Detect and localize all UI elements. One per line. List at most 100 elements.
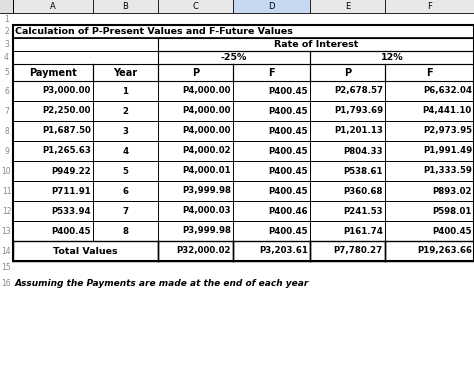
Text: P598.01: P598.01 bbox=[433, 207, 472, 216]
Text: 15: 15 bbox=[2, 262, 11, 271]
Bar bbox=[233, 81, 310, 101]
Bar bbox=[93, 51, 158, 64]
Bar bbox=[13, 221, 93, 241]
Text: P711.91: P711.91 bbox=[51, 187, 91, 196]
Text: 13: 13 bbox=[2, 227, 11, 236]
Bar bbox=[310, 221, 385, 241]
Text: -25%: -25% bbox=[221, 53, 247, 62]
Text: 8: 8 bbox=[4, 127, 9, 135]
Bar bbox=[93, 161, 158, 181]
Text: P400.45: P400.45 bbox=[268, 167, 308, 176]
Text: P400.45: P400.45 bbox=[268, 147, 308, 155]
Bar bbox=[385, 201, 474, 221]
Text: P400.45: P400.45 bbox=[432, 227, 472, 236]
Text: P2,250.00: P2,250.00 bbox=[43, 106, 91, 115]
Text: 8: 8 bbox=[122, 227, 128, 236]
Bar bbox=[13, 38, 93, 51]
Bar bbox=[158, 121, 233, 141]
Bar bbox=[93, 38, 158, 51]
Bar bbox=[233, 121, 310, 141]
Text: 4: 4 bbox=[4, 53, 9, 62]
Bar bbox=[310, 81, 385, 101]
Text: P4,441.10: P4,441.10 bbox=[423, 106, 472, 115]
Text: F: F bbox=[268, 67, 275, 78]
Text: P3,999.98: P3,999.98 bbox=[182, 187, 231, 196]
Text: P2,678.57: P2,678.57 bbox=[334, 86, 383, 95]
Bar bbox=[310, 101, 385, 121]
Text: Assuming the Payments are made at the end of each year: Assuming the Payments are made at the en… bbox=[15, 279, 310, 288]
Bar bbox=[0, 0, 13, 13]
Bar bbox=[385, 81, 474, 101]
Text: Total Values: Total Values bbox=[53, 247, 118, 256]
Bar bbox=[158, 81, 233, 101]
Bar bbox=[233, 181, 310, 201]
Text: P400.45: P400.45 bbox=[268, 127, 308, 135]
Text: 3: 3 bbox=[4, 40, 9, 49]
Text: P4,000.02: P4,000.02 bbox=[182, 147, 231, 155]
Text: 7: 7 bbox=[4, 106, 9, 115]
Text: 6: 6 bbox=[122, 187, 128, 196]
Bar bbox=[158, 201, 233, 221]
Bar bbox=[310, 0, 385, 13]
Text: Year: Year bbox=[113, 67, 137, 78]
Text: P4,000.03: P4,000.03 bbox=[182, 207, 231, 216]
Text: 7: 7 bbox=[122, 207, 128, 216]
Bar bbox=[385, 161, 474, 181]
Bar bbox=[233, 141, 310, 161]
Bar bbox=[158, 101, 233, 121]
Text: P32,000.02: P32,000.02 bbox=[176, 247, 231, 256]
Bar bbox=[13, 25, 474, 261]
Bar bbox=[13, 181, 93, 201]
Text: 1: 1 bbox=[122, 86, 128, 95]
Text: P400.45: P400.45 bbox=[52, 227, 91, 236]
Bar bbox=[158, 221, 233, 241]
Bar bbox=[233, 0, 310, 13]
Text: P1,991.49: P1,991.49 bbox=[423, 147, 472, 155]
Bar bbox=[158, 51, 310, 64]
Text: P241.53: P241.53 bbox=[343, 207, 383, 216]
Bar bbox=[93, 221, 158, 241]
Text: 1: 1 bbox=[4, 14, 9, 23]
Bar bbox=[13, 64, 93, 81]
Text: P804.33: P804.33 bbox=[343, 147, 383, 155]
Text: P1,793.69: P1,793.69 bbox=[334, 106, 383, 115]
Bar bbox=[13, 81, 93, 101]
Bar bbox=[233, 221, 310, 241]
Text: F: F bbox=[426, 67, 433, 78]
Text: P400.45: P400.45 bbox=[268, 86, 308, 95]
Bar bbox=[233, 161, 310, 181]
Text: P3,000.00: P3,000.00 bbox=[43, 86, 91, 95]
Bar bbox=[93, 201, 158, 221]
Bar bbox=[310, 141, 385, 161]
Text: 6: 6 bbox=[4, 86, 9, 95]
Bar bbox=[233, 201, 310, 221]
Text: 5: 5 bbox=[4, 68, 9, 77]
Text: P400.46: P400.46 bbox=[268, 207, 308, 216]
Text: 2: 2 bbox=[4, 27, 9, 36]
Bar bbox=[158, 64, 233, 81]
Text: P4,000.00: P4,000.00 bbox=[182, 127, 231, 135]
Text: P1,201.13: P1,201.13 bbox=[334, 127, 383, 135]
Bar bbox=[13, 0, 93, 13]
Bar bbox=[13, 161, 93, 181]
Text: Payment: Payment bbox=[29, 67, 77, 78]
Bar bbox=[233, 101, 310, 121]
Text: Calculation of P-Present Values and F-Future Values: Calculation of P-Present Values and F-Fu… bbox=[16, 27, 293, 36]
Text: P: P bbox=[192, 67, 199, 78]
Text: P161.74: P161.74 bbox=[343, 227, 383, 236]
Bar bbox=[13, 121, 93, 141]
Text: P949.22: P949.22 bbox=[51, 167, 91, 176]
Text: P19,263.66: P19,263.66 bbox=[417, 247, 472, 256]
Bar bbox=[13, 141, 93, 161]
Bar bbox=[93, 121, 158, 141]
Bar bbox=[93, 81, 158, 101]
Bar bbox=[13, 241, 158, 261]
Text: P4,000.01: P4,000.01 bbox=[182, 167, 231, 176]
Bar bbox=[233, 241, 310, 261]
Text: P538.61: P538.61 bbox=[344, 167, 383, 176]
Bar bbox=[93, 0, 158, 13]
Bar bbox=[158, 0, 233, 13]
Bar bbox=[93, 101, 158, 121]
Bar bbox=[310, 121, 385, 141]
Bar bbox=[13, 51, 93, 64]
